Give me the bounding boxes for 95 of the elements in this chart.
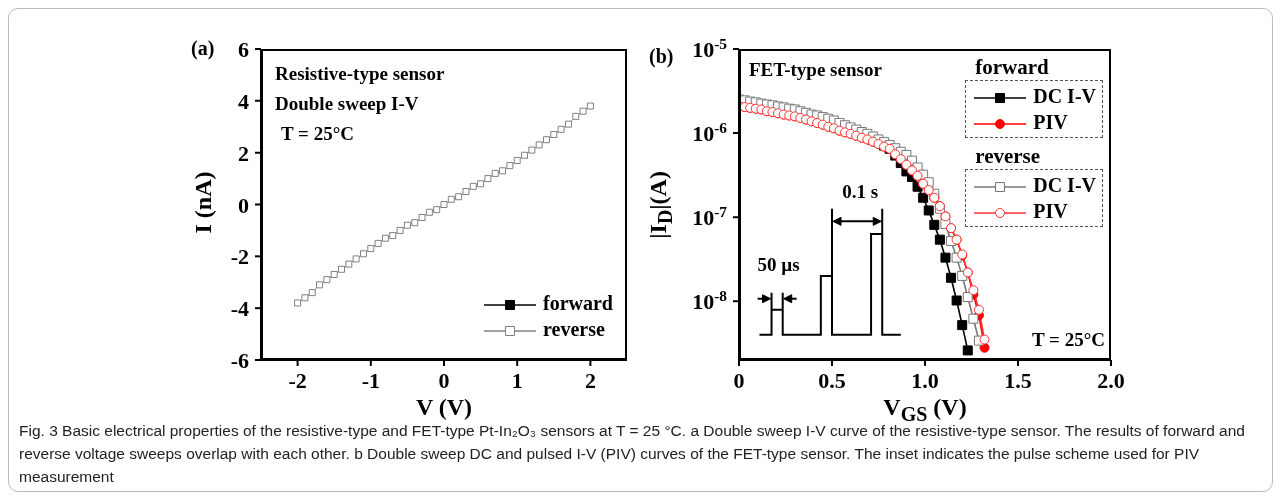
point <box>433 206 441 214</box>
y-tick-label: 0 <box>238 192 249 218</box>
point <box>374 239 382 247</box>
x-tick-label: 2 <box>584 368 596 393</box>
point <box>477 180 485 188</box>
x-tick-label: -2 <box>288 368 307 393</box>
legend-label: forward <box>543 292 613 314</box>
x-axis-title: V (V) <box>414 394 474 421</box>
point <box>973 304 984 315</box>
point <box>338 265 346 273</box>
point <box>572 112 580 120</box>
point <box>979 334 990 345</box>
point <box>359 250 367 258</box>
point <box>330 270 338 278</box>
y-tick-label: -6 <box>230 348 249 373</box>
point <box>946 272 957 283</box>
annotation: Double sweep I-V <box>275 93 419 115</box>
point <box>352 255 360 263</box>
point <box>308 289 316 297</box>
annotation: FET-type sensor <box>749 59 882 81</box>
legend-label: DC I-V <box>1033 174 1096 196</box>
point <box>484 175 492 183</box>
y-tick-label: 10$^{-7}$ <box>692 202 728 231</box>
annotation: 50 µs <box>757 254 800 277</box>
point <box>403 221 411 229</box>
y-tick-label: 10$^{-6}$ <box>692 118 728 147</box>
point <box>381 234 389 242</box>
point <box>550 131 558 139</box>
point <box>586 102 594 110</box>
x-tick-label: 1.5 <box>1004 368 1032 393</box>
x-tick-label: 0 <box>438 368 450 393</box>
y-tick-label: 4 <box>238 88 249 114</box>
point <box>968 313 979 324</box>
point <box>962 345 973 356</box>
point <box>506 162 514 170</box>
x-tick-label: 1.0 <box>911 368 939 393</box>
point <box>557 125 565 133</box>
point <box>934 234 945 245</box>
point <box>294 299 302 307</box>
y-tick-label: -2 <box>230 244 249 270</box>
text: (b) <box>649 45 674 68</box>
annotation: 0.1 s <box>842 180 879 203</box>
x-tick-label: 0 <box>733 368 745 393</box>
point <box>455 193 463 201</box>
point <box>411 219 419 227</box>
point <box>316 281 324 289</box>
point <box>462 188 470 196</box>
annotation: reverse <box>974 144 1042 169</box>
point <box>579 107 587 115</box>
point <box>301 294 309 302</box>
annotation: T = 25°C <box>1032 329 1105 351</box>
point <box>940 252 951 263</box>
point <box>491 169 499 177</box>
text: (a) <box>191 37 215 60</box>
point <box>440 201 448 208</box>
point <box>542 136 550 144</box>
point <box>918 192 929 203</box>
x-tick-label: 0.5 <box>818 368 846 393</box>
point <box>389 232 397 240</box>
legend-label: reverse <box>543 318 605 340</box>
point <box>469 182 477 190</box>
annotation: T = 25°C <box>281 123 354 145</box>
annotation: Resistive-type sensor <box>275 63 445 85</box>
legend-label: DC I-V <box>1033 85 1096 107</box>
point <box>418 213 426 221</box>
point <box>396 226 404 234</box>
point <box>345 260 353 268</box>
point <box>564 120 572 128</box>
point <box>535 141 543 149</box>
point <box>521 151 529 159</box>
y-axis-title: I (nA) <box>189 170 217 234</box>
legend-label: PIV <box>1033 111 1068 133</box>
point <box>323 276 331 284</box>
point <box>528 146 536 154</box>
point <box>957 320 968 331</box>
x-tick-label: 2.0 <box>1097 368 1125 393</box>
point <box>513 156 521 164</box>
point <box>425 208 433 216</box>
y-tick-label: 10$^{-8}$ <box>692 286 728 315</box>
x-tick-label: -1 <box>361 368 380 393</box>
point <box>923 205 934 216</box>
annotation: forward <box>974 55 1050 80</box>
y-tick-label: 6 <box>238 37 249 62</box>
point <box>962 292 973 303</box>
point <box>929 219 940 230</box>
point <box>499 167 507 175</box>
point <box>447 195 455 203</box>
point <box>951 295 962 306</box>
y-tick-label: 2 <box>238 140 249 166</box>
x-tick-label: 1 <box>511 368 523 393</box>
point <box>367 245 375 253</box>
point <box>968 285 979 296</box>
y-tick-label: -4 <box>230 296 249 322</box>
y-tick-label: 10$^{-5}$ <box>692 34 728 62</box>
legend-label: PIV <box>1033 200 1068 222</box>
